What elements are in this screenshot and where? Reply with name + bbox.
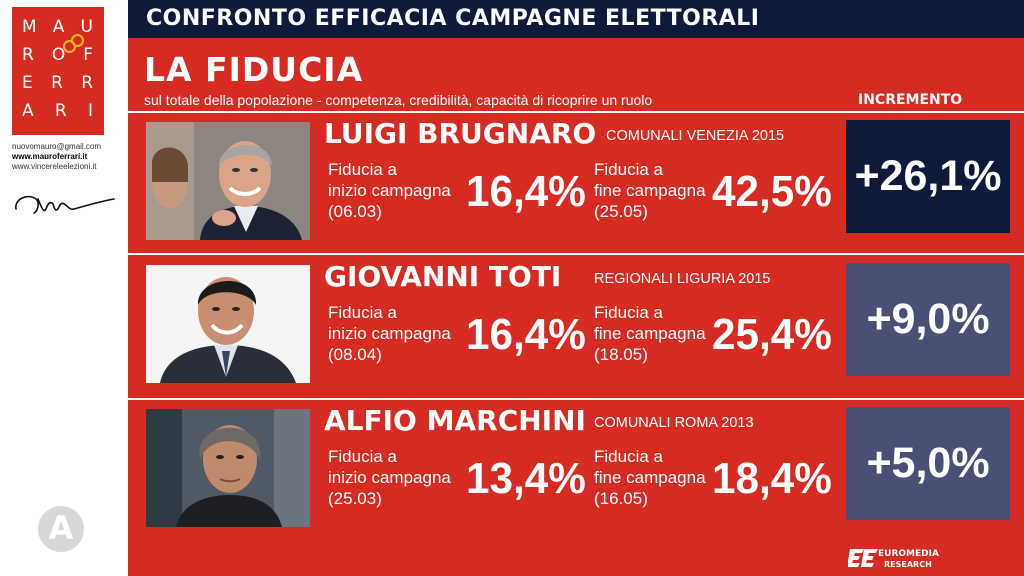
header-bar: CONFRONTO EFFICACIA CAMPAGNE ELETTORALI	[128, 0, 1024, 38]
label-line: fine campagna	[594, 181, 706, 200]
start-value: 16,4%	[466, 167, 586, 216]
end-label: Fiducia a fine campagna (18.05)	[594, 302, 706, 365]
election-label: COMUNALI VENEZIA 2015	[606, 128, 785, 144]
label-date: (25.03)	[328, 489, 382, 508]
candidate-panel: GIOVANNI TOTI REGIONALI LIGURIA 2015 Fid…	[128, 256, 1024, 396]
divider	[128, 253, 1024, 255]
candidate-photo	[146, 409, 310, 527]
increment-box: +9,0%	[846, 263, 1010, 376]
candidate-name: GIOVANNI TOTI	[324, 260, 562, 293]
logo-letter: E	[22, 73, 34, 93]
start-label: Fiducia a inizio campagna (08.04)	[328, 302, 451, 365]
increment-box: +5,0%	[846, 407, 1010, 520]
logo-letter: R	[22, 45, 35, 65]
increment-header: INCREMENTO	[858, 92, 963, 108]
end-label: Fiducia a fine campagna (16.05)	[594, 446, 706, 509]
logo-letter: A	[52, 17, 66, 37]
increment-box: +26,1%	[846, 120, 1010, 233]
label-date: (18.05)	[594, 345, 648, 364]
logo-row: R O F	[12, 45, 104, 69]
candidate-photo	[146, 265, 310, 383]
a-logo-icon: A	[38, 506, 84, 552]
logo-row: M A U	[12, 17, 104, 41]
logo-letter: R	[54, 101, 68, 121]
election-label: COMUNALI ROMA 2013	[594, 415, 754, 431]
logo-letter: R	[51, 73, 64, 93]
label-line: inizio campagna	[328, 181, 451, 200]
increment-value: +26,1%	[854, 152, 1002, 200]
start-value: 13,4%	[466, 454, 586, 503]
increment-value: +9,0%	[866, 295, 990, 343]
label-date: (06.03)	[328, 202, 382, 221]
page-title: LA FIDUCIA	[144, 50, 364, 89]
label-date: (16.05)	[594, 489, 648, 508]
website2-link[interactable]: www.vincereleelezioni.it	[12, 162, 97, 171]
label-line: fine campagna	[594, 468, 706, 487]
label-line: Fiducia a	[328, 303, 397, 322]
candidate-panel: LUIGI BRUGNARO COMUNALI VENEZIA 2015 Fid…	[128, 113, 1024, 253]
increment-value: +5,0%	[866, 439, 990, 487]
header-title: CONFRONTO EFFICACIA CAMPAGNE ELETTORALI	[146, 6, 760, 31]
label-line: fine campagna	[594, 324, 706, 343]
end-value: 18,4%	[712, 454, 832, 503]
logo-letter: O	[51, 45, 67, 65]
label-date: (25.05)	[594, 202, 648, 221]
logo-letter: F	[83, 45, 94, 65]
label-line: Fiducia a	[594, 303, 663, 322]
divider	[128, 398, 1024, 400]
euromedia-mark-icon	[848, 549, 878, 567]
label-line: Fiducia a	[594, 160, 663, 179]
logo-letter: R	[81, 73, 94, 93]
end-value: 25,4%	[712, 310, 832, 359]
mauro-ferrari-logo: M A U R O F E R R A R I	[12, 7, 104, 135]
logo-row: A R I	[12, 101, 104, 125]
logo-letter: A	[22, 101, 35, 121]
label-line: Fiducia a	[328, 447, 397, 466]
candidate-name: LUIGI BRUGNARO	[324, 117, 597, 150]
candidate-name: ALFIO MARCHINI	[324, 404, 586, 437]
main-panel: CONFRONTO EFFICACIA CAMPAGNE ELETTORALI …	[128, 0, 1024, 576]
label-line: Fiducia a	[328, 160, 397, 179]
email-text: nuovomauro@gmail.com	[12, 142, 102, 151]
page-subtitle: sul totale della popolazione - competenz…	[144, 92, 653, 108]
label-date: (08.04)	[328, 345, 382, 364]
logo-ring-icon	[71, 34, 84, 47]
logo-letter: U	[80, 17, 94, 37]
a-logo-letter: A	[48, 509, 74, 547]
end-value: 42,5%	[712, 167, 832, 216]
divider	[128, 111, 1024, 113]
logo-letter: M	[22, 17, 38, 37]
contacts: nuovomauro@gmail.com www.mauroferrari.it…	[12, 142, 101, 172]
start-value: 16,4%	[466, 310, 586, 359]
candidate-panel: ALFIO MARCHINI COMUNALI ROMA 2013 Fiduci…	[128, 400, 1024, 540]
candidate-photo	[146, 122, 310, 240]
label-line: inizio campagna	[328, 468, 451, 487]
label-line: Fiducia a	[594, 447, 663, 466]
logo-letter: I	[87, 101, 94, 121]
brand-line1: EUROMEDIA	[878, 549, 939, 559]
election-label: REGIONALI LIGURIA 2015	[594, 271, 771, 287]
end-label: Fiducia a fine campagna (25.05)	[594, 159, 706, 222]
sidebar: M A U R O F E R R A R I nuovomauro@gmail…	[0, 0, 128, 576]
label-line: inizio campagna	[328, 324, 451, 343]
logo-row: E R R	[12, 73, 104, 97]
start-label: Fiducia a inizio campagna (25.03)	[328, 446, 451, 509]
start-label: Fiducia a inizio campagna (06.03)	[328, 159, 451, 222]
brand-line2: RESEARCH	[884, 560, 932, 569]
signature-icon	[15, 195, 115, 214]
website-link[interactable]: www.mauroferrari.it	[12, 152, 88, 161]
